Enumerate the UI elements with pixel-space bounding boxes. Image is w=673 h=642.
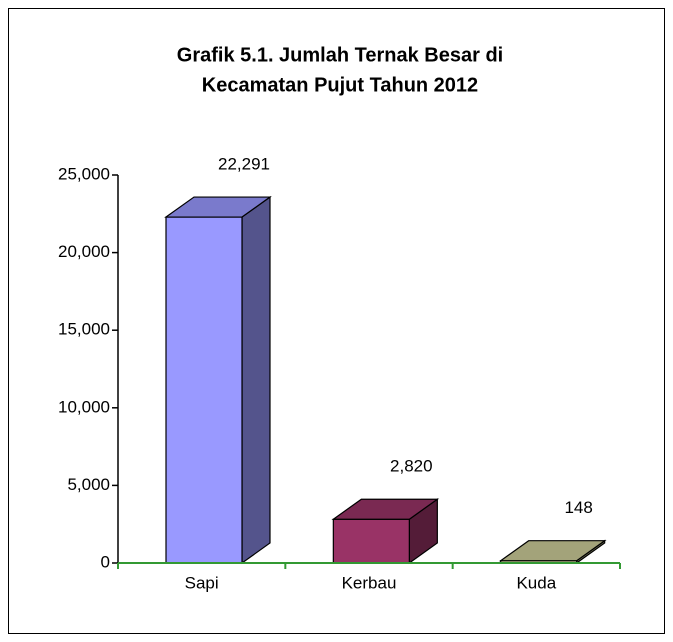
value-label: 2,820 bbox=[390, 457, 433, 476]
chart-title: Grafik 5.1. Jumlah Ternak Besar di bbox=[177, 44, 503, 66]
y-tick-label: 10,000 bbox=[58, 397, 110, 416]
y-tick-label: 0 bbox=[101, 552, 110, 571]
bar-top bbox=[498, 540, 607, 562]
bar-top bbox=[164, 196, 272, 218]
bar-front bbox=[332, 518, 410, 564]
chart-title: Kecamatan Pujut Tahun 2012 bbox=[202, 74, 478, 96]
bar-side bbox=[241, 195, 271, 565]
y-tick-label: 20,000 bbox=[58, 242, 110, 261]
x-tick-label: Sapi bbox=[185, 573, 219, 592]
y-tick-label: 5,000 bbox=[67, 475, 110, 494]
x-tick-label: Kerbau bbox=[342, 573, 397, 592]
x-tick-label: Kuda bbox=[516, 573, 556, 592]
y-tick-label: 25,000 bbox=[58, 164, 110, 183]
value-label: 148 bbox=[564, 498, 592, 517]
bar-front bbox=[165, 216, 243, 564]
bar-top bbox=[331, 498, 440, 520]
y-tick-label: 15,000 bbox=[58, 320, 110, 339]
bar bbox=[331, 498, 440, 565]
bar bbox=[164, 195, 272, 565]
value-label: 22,291 bbox=[218, 155, 270, 174]
